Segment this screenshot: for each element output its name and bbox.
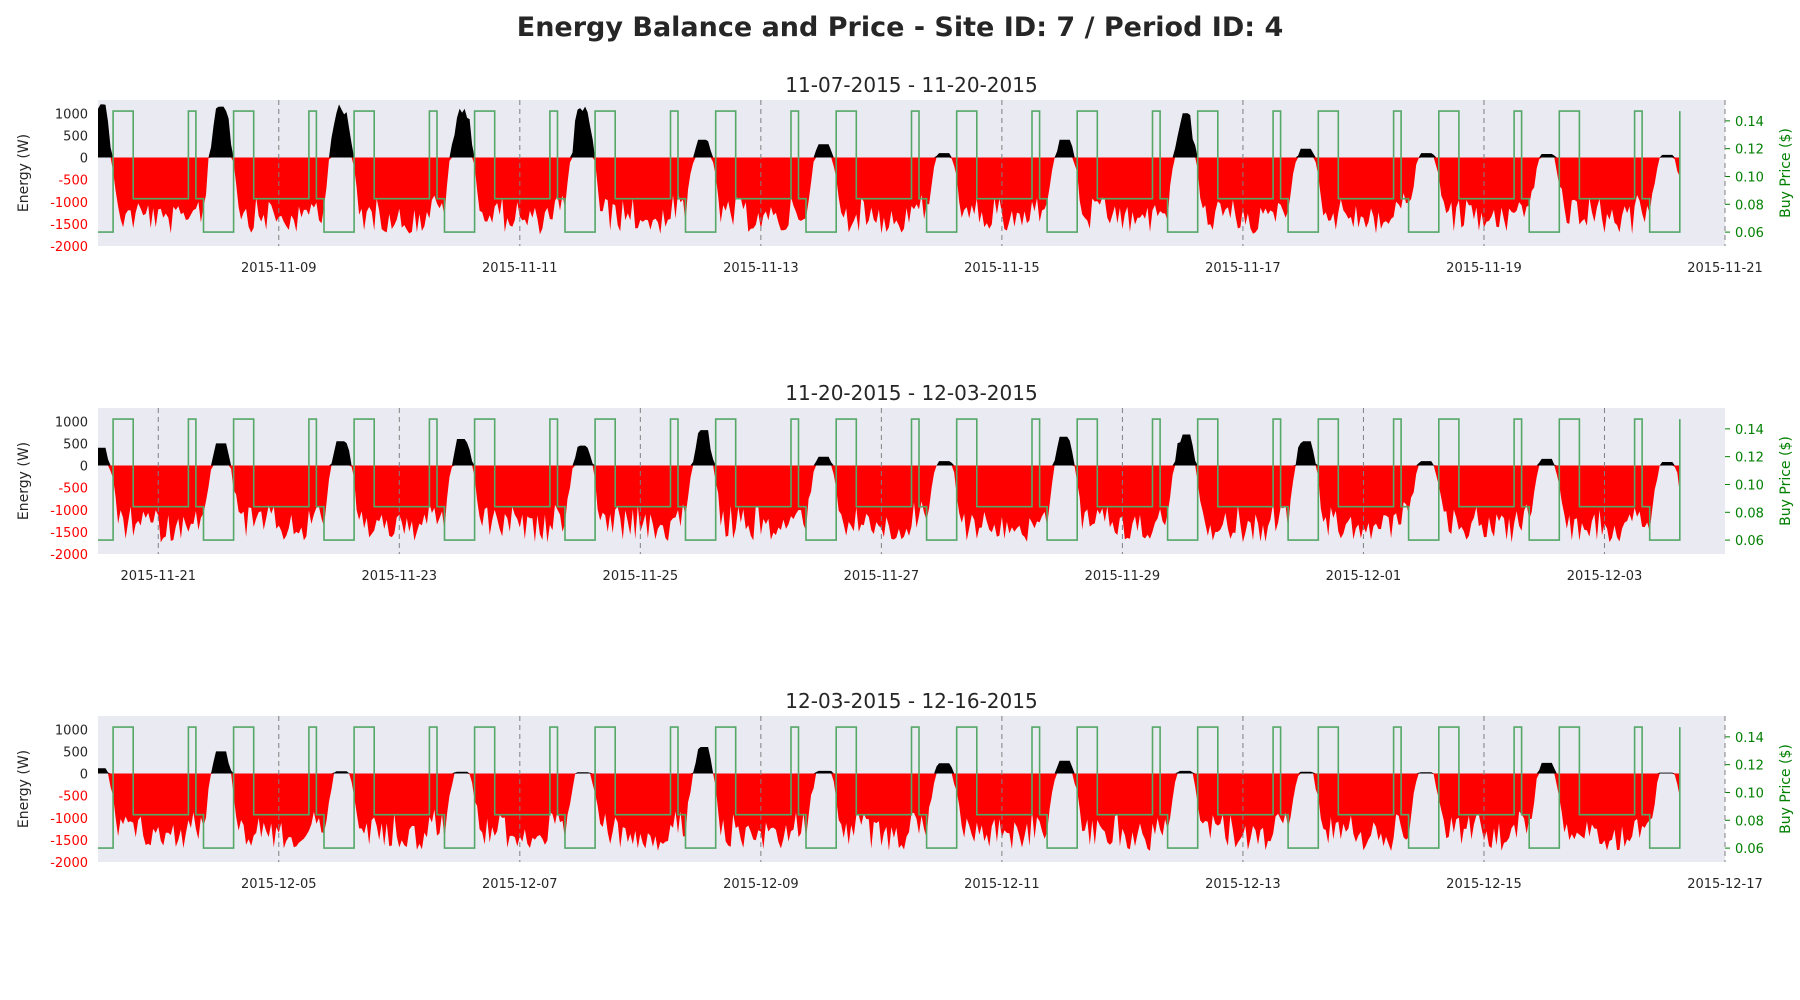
subplot-title: 11-20-2015 - 12-03-2015: [785, 381, 1037, 405]
y2-tick-label: 0.12: [1735, 451, 1764, 466]
x-tick-label: 2015-12-01: [1326, 569, 1402, 584]
y2-tick-label: 0.10: [1735, 170, 1764, 185]
x-tick-label: 2015-12-09: [723, 877, 799, 892]
y-tick-label: 500: [63, 745, 88, 760]
y2-tick-label: 0.14: [1735, 115, 1764, 130]
x-tick-label: 2015-11-23: [362, 569, 438, 584]
y-tick-label: -2000: [50, 548, 88, 563]
y-tick-label: -1500: [50, 526, 88, 541]
y2-tick-label: 0.10: [1735, 478, 1764, 493]
x-tick-label: 2015-12-17: [1687, 877, 1763, 892]
chart-panel-3: 12-03-2015 - 12-16-2015 1000 500 0 -500 -1000…: [16, 689, 1794, 892]
x-tick-label: 2015-11-21: [1687, 261, 1763, 276]
y2-tick-label: 0.06: [1735, 226, 1764, 241]
y-axis-label: Energy (W): [16, 134, 32, 212]
y-axis-label: Energy (W): [16, 442, 32, 520]
y-tick-label: -1000: [50, 504, 88, 519]
x-tick-label: 2015-11-29: [1085, 569, 1161, 584]
y-tick-label: -2000: [50, 856, 88, 871]
y2-tick-label: 0.10: [1735, 786, 1764, 801]
y-tick-label: 0: [80, 460, 88, 475]
x-tick-label: 2015-12-03: [1567, 569, 1643, 584]
y-tick-label: -500: [58, 482, 88, 497]
x-tick-label: 2015-11-17: [1205, 261, 1281, 276]
x-tick-label: 2015-12-05: [241, 877, 317, 892]
x-tick-label: 2015-11-13: [723, 261, 799, 276]
y2-tick-label: 0.08: [1735, 506, 1764, 521]
y2-axis-label: Buy Price ($): [1778, 128, 1794, 218]
x-tick-label: 2015-12-15: [1446, 877, 1522, 892]
y2-tick-label: 0.08: [1735, 198, 1764, 213]
x-tick-label: 2015-11-11: [482, 261, 558, 276]
x-tick-label: 2015-12-07: [482, 877, 558, 892]
y-tick-label: 1000: [55, 723, 88, 738]
x-tick-label: 2015-11-25: [603, 569, 679, 584]
y-tick-label: -500: [58, 174, 88, 189]
x-tick-label: 2015-12-11: [964, 877, 1040, 892]
y-tick-label: 0: [80, 152, 88, 167]
y-tick-label: -1000: [50, 812, 88, 827]
x-tick-label: 2015-11-19: [1446, 261, 1522, 276]
y2-tick-label: 0.08: [1735, 814, 1764, 829]
y-tick-label: 0: [80, 768, 88, 783]
y2-axis-label: Buy Price ($): [1778, 744, 1794, 834]
y-tick-label: -500: [58, 790, 88, 805]
y-tick-label: -2000: [50, 240, 88, 255]
y-tick-label: -1000: [50, 196, 88, 211]
chart-panel-2: 11-20-2015 - 12-03-2015 1000 500 0 -500 -1000…: [16, 381, 1794, 584]
y-axis-label: Energy (W): [16, 750, 32, 828]
x-tick-label: 2015-11-09: [241, 261, 317, 276]
y-tick-label: 500: [63, 437, 88, 452]
x-tick-label: 2015-11-15: [964, 261, 1040, 276]
y-tick-label: -1500: [50, 834, 88, 849]
y2-tick-label: 0.14: [1735, 731, 1764, 746]
x-tick-label: 2015-11-21: [120, 569, 196, 584]
y-tick-label: -1500: [50, 218, 88, 233]
y2-tick-label: 0.06: [1735, 842, 1764, 857]
y2-tick-label: 0.12: [1735, 759, 1764, 774]
x-tick-label: 2015-11-27: [844, 569, 920, 584]
y2-tick-label: 0.12: [1735, 143, 1764, 158]
y2-tick-label: 0.06: [1735, 534, 1764, 549]
chart-panel-1: 11-07-2015 - 11-20-2015 1000 500 0 -500 -1000…: [16, 73, 1794, 276]
y-tick-label: 500: [63, 129, 88, 144]
subplot-title: 11-07-2015 - 11-20-2015: [785, 73, 1037, 97]
x-tick-label: 2015-12-13: [1205, 877, 1281, 892]
y2-tick-label: 0.14: [1735, 423, 1764, 438]
subplot-title: 12-03-2015 - 12-16-2015: [785, 689, 1037, 713]
y-tick-label: 1000: [55, 415, 88, 430]
y2-axis-label: Buy Price ($): [1778, 436, 1794, 526]
y-tick-label: 1000: [55, 107, 88, 122]
